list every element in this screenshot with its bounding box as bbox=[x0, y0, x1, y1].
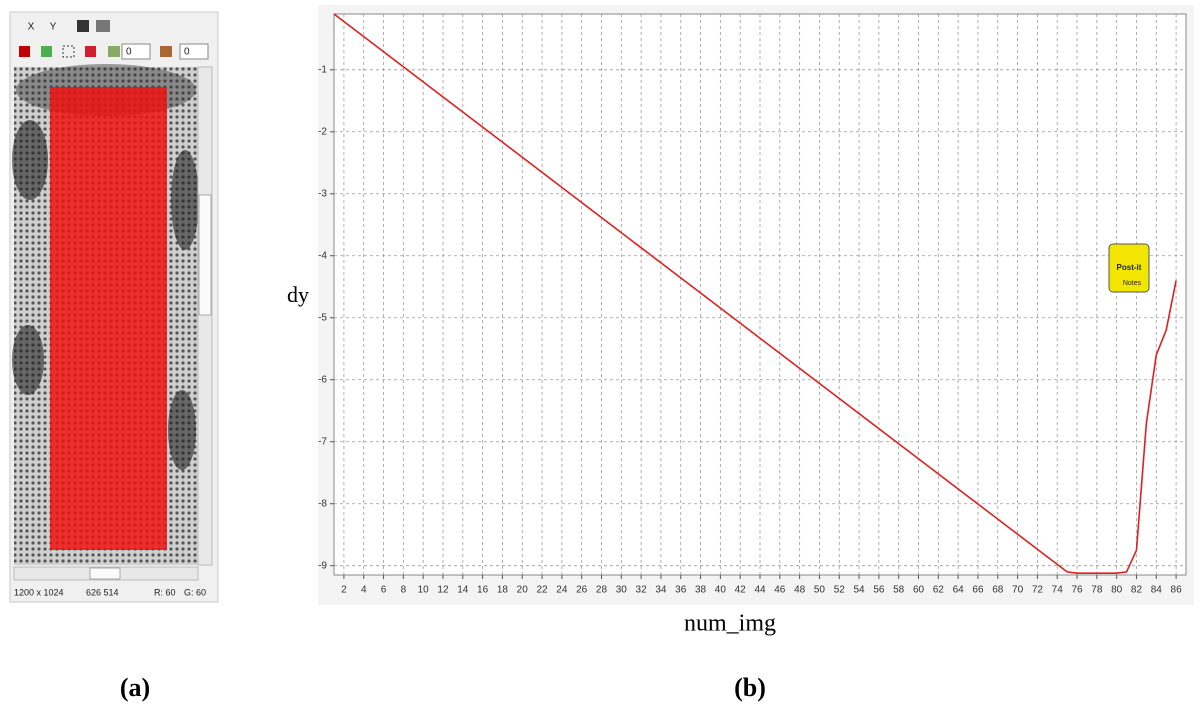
row-tool[interactable] bbox=[108, 46, 120, 57]
x-tick-label: 20 bbox=[517, 585, 529, 596]
erase-tool[interactable] bbox=[85, 46, 96, 57]
x-tick-label: 46 bbox=[774, 585, 786, 596]
post-it-text[interactable]: Notes bbox=[1123, 280, 1142, 287]
y-tick-label: -5 bbox=[318, 312, 327, 323]
x-tick-label: 72 bbox=[1032, 585, 1044, 596]
x-tick-label: 80 bbox=[1111, 585, 1123, 596]
x-tick-label: 26 bbox=[576, 585, 588, 596]
x-tick-label: 34 bbox=[655, 585, 667, 596]
y-tick-label: -1 bbox=[318, 64, 327, 75]
x-tick-label: 42 bbox=[735, 585, 747, 596]
h-scroll-thumb[interactable] bbox=[89, 567, 121, 580]
input-box[interactable] bbox=[121, 43, 151, 60]
x-tick-label: 78 bbox=[1091, 585, 1103, 596]
viewer-window: X Y 0 0 1200 x 1024 626 514 R: 60 G: 60 bbox=[9, 11, 219, 603]
x-tick-label: 24 bbox=[556, 585, 568, 596]
x-tick-label: 10 bbox=[418, 585, 430, 596]
post-it-body[interactable] bbox=[1108, 243, 1150, 293]
x-tick-label: 84 bbox=[1151, 585, 1163, 596]
status-g: G: 60 bbox=[184, 587, 206, 597]
x-tick-label: 38 bbox=[695, 585, 707, 596]
x-tick-label: 44 bbox=[754, 585, 766, 596]
x-tick-label: 50 bbox=[814, 585, 826, 596]
image-blob bbox=[171, 150, 199, 250]
x-tick-label: 74 bbox=[1052, 585, 1064, 596]
x-tick-label: 70 bbox=[1012, 585, 1024, 596]
x-tick-label: 52 bbox=[834, 585, 846, 596]
status-r: R: 60 bbox=[154, 587, 176, 597]
x-tick-label: 82 bbox=[1131, 585, 1143, 596]
post-it-text[interactable]: Post-it bbox=[1117, 263, 1142, 272]
x-tick-label: 66 bbox=[972, 585, 984, 596]
v-scroll-thumb[interactable] bbox=[198, 194, 212, 316]
y-tick-label: -6 bbox=[318, 374, 327, 385]
input-value[interactable]: 0 bbox=[126, 47, 132, 58]
y-tick-label: -9 bbox=[318, 560, 327, 571]
col-tool[interactable] bbox=[160, 46, 172, 57]
x-button[interactable]: X bbox=[28, 22, 35, 33]
x-tick-label: 86 bbox=[1171, 585, 1183, 596]
x-tick-label: 28 bbox=[596, 585, 608, 596]
save-icon[interactable] bbox=[77, 20, 89, 32]
grid-tool[interactable] bbox=[41, 46, 52, 57]
x-tick-label: 76 bbox=[1071, 585, 1083, 596]
y-tick-label: -2 bbox=[318, 126, 327, 137]
print-icon[interactable] bbox=[96, 20, 110, 32]
x-tick-label: 12 bbox=[437, 585, 449, 596]
y-tick-label: -8 bbox=[318, 498, 327, 509]
x-tick-label: 6 bbox=[381, 585, 387, 596]
x-tick-label: 36 bbox=[675, 585, 687, 596]
v-scrollbar[interactable] bbox=[197, 66, 213, 566]
y-button[interactable]: Y bbox=[50, 22, 57, 33]
x-tick-label: 14 bbox=[457, 585, 469, 596]
x-tick-label: 58 bbox=[893, 585, 905, 596]
y-axis-label: dy bbox=[287, 282, 309, 307]
panel-label: (a) bbox=[120, 673, 150, 702]
select-tool[interactable] bbox=[62, 45, 75, 58]
post-it-icon[interactable]: Post-it Notes bbox=[1108, 243, 1150, 293]
x-tick-label: 56 bbox=[873, 585, 885, 596]
x-tick-label: 32 bbox=[636, 585, 648, 596]
x-tick-label: 2 bbox=[341, 585, 347, 596]
plot-area bbox=[333, 13, 1187, 576]
data-line bbox=[333, 13, 1177, 574]
x-tick-label: 30 bbox=[616, 585, 628, 596]
x-tick-label: 60 bbox=[913, 585, 925, 596]
roi-overlay bbox=[50, 87, 167, 550]
red-tool[interactable] bbox=[19, 46, 30, 57]
y-tick-label: -7 bbox=[318, 436, 327, 447]
x-tick-label: 62 bbox=[933, 585, 945, 596]
image-blob bbox=[12, 325, 44, 395]
y-tick-label: -4 bbox=[318, 250, 327, 261]
x-tick-label: 48 bbox=[794, 585, 806, 596]
status-position: 626 514 bbox=[86, 587, 119, 597]
x-tick-label: 18 bbox=[497, 585, 509, 596]
status-size: 1200 x 1024 bbox=[14, 587, 64, 597]
input-value[interactable]: 0 bbox=[184, 47, 190, 58]
x-tick-label: 22 bbox=[536, 585, 548, 596]
x-tick-label: 64 bbox=[953, 585, 965, 596]
x-tick-label: 16 bbox=[477, 585, 489, 596]
x-tick-label: 8 bbox=[401, 585, 407, 596]
x-tick-label: 40 bbox=[715, 585, 727, 596]
x-tick-label: 68 bbox=[992, 585, 1004, 596]
image-blob bbox=[168, 390, 196, 470]
y-tick-label: -3 bbox=[318, 188, 327, 199]
panel-label: (b) bbox=[734, 673, 766, 702]
x-axis-label: num_img bbox=[684, 611, 776, 637]
image-blob bbox=[12, 120, 48, 200]
x-tick-label: 54 bbox=[854, 585, 866, 596]
input-box[interactable] bbox=[179, 43, 209, 60]
x-tick-label: 4 bbox=[361, 585, 367, 596]
